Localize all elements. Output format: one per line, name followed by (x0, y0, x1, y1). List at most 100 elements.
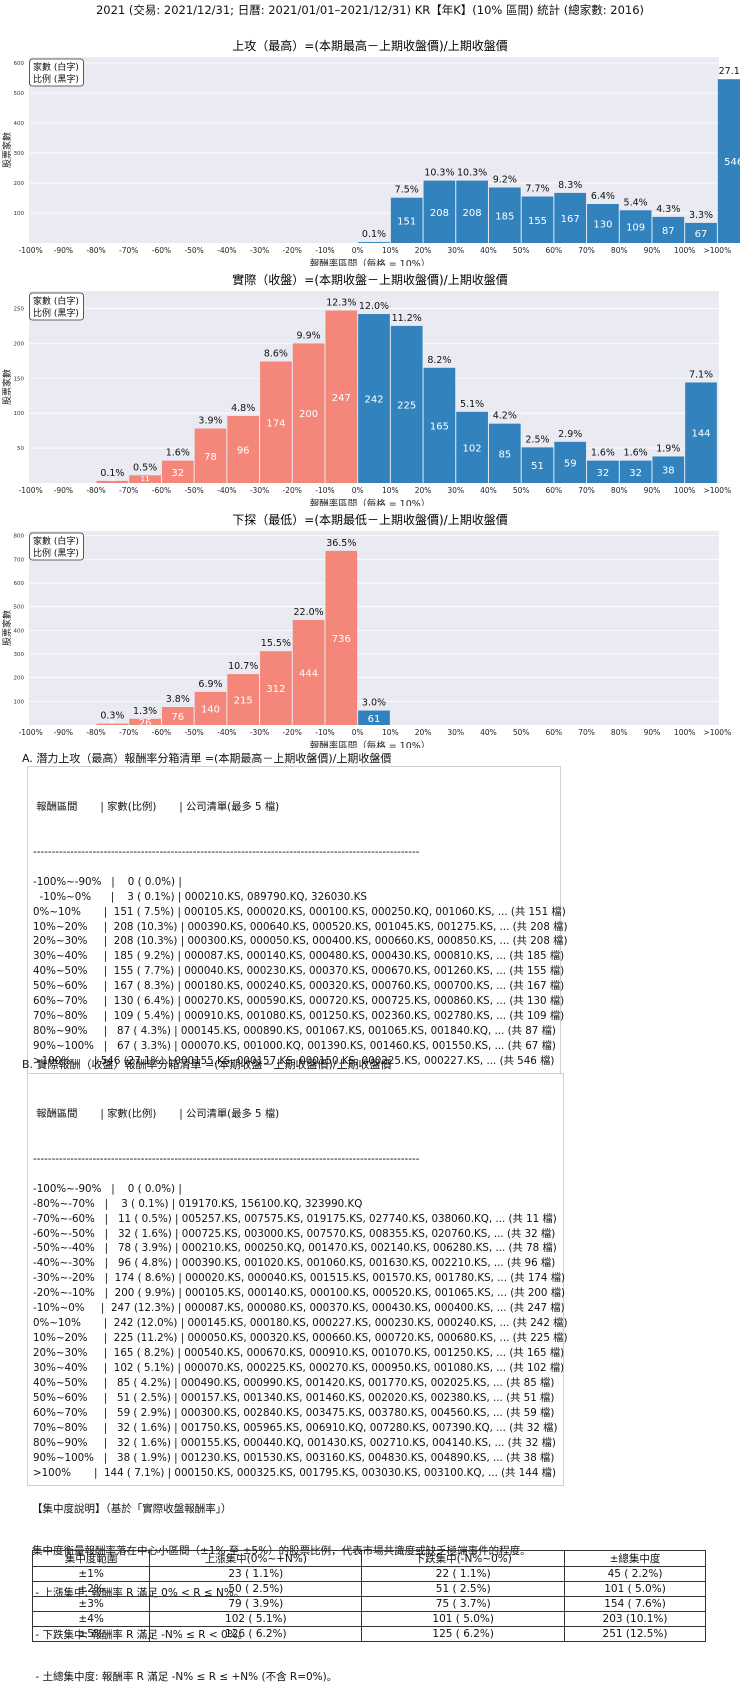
bar-pct-label: 10.3% (424, 168, 454, 179)
chart-close: 實際（收盤）=(本期收盤－上期收盤價)/上期收盤價 50 100 150 200 250 股… (0, 268, 740, 506)
bar-pct-label: 3.0% (362, 698, 386, 709)
table-cell: 23 ( 1.1%) (149, 1566, 363, 1582)
table-row: -60%~-50% | 32 ( 1.6%) | 000725.KS, 0030… (33, 1227, 556, 1240)
table-cell: 101 ( 5.0%) (361, 1611, 566, 1627)
bar (488, 187, 521, 243)
bar-count-label: 242 (364, 395, 383, 406)
bar-count-label: 736 (332, 634, 351, 645)
table-row: 20%~30% | 208 (10.3%) | 000300.KS, 00005… (33, 935, 568, 948)
table-row: ±3% 79 ( 3.9%) 75 ( 3.7%) 154 ( 7.6%) (31, 1596, 706, 1612)
section-a-table: 報酬區間 | 家數(比例) | 公司清單(最多 5 檔) -----------… (27, 766, 568, 1075)
bar-count-label: 32 (171, 468, 184, 479)
y-tick-label: 300 (14, 151, 25, 157)
bar (260, 651, 292, 725)
x-tick-label: -20% (283, 246, 302, 255)
legend-box (29, 58, 84, 87)
table-row: ±2% 50 ( 2.5%) 51 ( 2.5%) 101 ( 5.0%) (31, 1581, 706, 1597)
table-row: 70%~80% | 109 ( 5.4%) | 000910.KS, 00108… (33, 1010, 565, 1023)
x-tick-label: 70% (578, 728, 595, 737)
x-tick-label: -60% (152, 246, 171, 255)
bar-count-label: 67 (695, 229, 708, 240)
bar-count-label: 109 (626, 223, 645, 234)
table-row: -10%~0% | 247 (12.3%) | 000087.KS, 00008… (33, 1302, 565, 1315)
y-tick-label: 300 (14, 652, 25, 658)
bar-count-label: 59 (564, 458, 577, 469)
chart-close-svg: 實際（收盤）=(本期收盤－上期收盤價)/上期收盤價 50 100 150 200 250 股… (1, 272, 731, 506)
x-tick-label: 10% (382, 246, 399, 255)
y-axis-label: 股票家數 (1, 369, 13, 405)
bar-pct-label: 12.3% (326, 298, 356, 309)
bar (685, 222, 717, 243)
x-tick-label: -30% (250, 486, 269, 495)
bar-count-label: 208 (430, 208, 449, 219)
x-axis-label: 報酬率區間（每格 = 10%） (310, 258, 431, 266)
table-row: 50%~60% | 167 ( 8.3%) | 000180.KS, 00024… (33, 980, 565, 993)
x-tick-label: 100% (674, 486, 695, 495)
y-tick-label: 50 (17, 446, 24, 452)
x-tick-label: -80% (86, 728, 105, 737)
x-tick-label: -40% (217, 728, 236, 737)
legend-pct-text: 比例 (黑字) (33, 307, 79, 319)
bar-count-label: 3 (110, 475, 114, 483)
bar-count-label: 546 (724, 157, 740, 168)
bar-count-label: 151 (397, 216, 416, 227)
x-tick-label: 70% (578, 486, 595, 495)
bar (423, 180, 456, 243)
x-tick-label: 0% (352, 728, 364, 737)
bar-count-label: 76 (171, 712, 184, 723)
table-row: 0%~10% | 242 (12.0%) | 000145.KS, 000180… (33, 1317, 568, 1330)
y-tick-label: 250 (14, 306, 25, 312)
y-tick-label: 600 (14, 581, 25, 587)
bar-pct-label: 3.8% (166, 694, 190, 705)
bar-pct-label: 5.1% (460, 399, 484, 410)
report-header: 2021 (交易: 2021/12/31; 日曆: 2021/01/01–202… (95, 3, 645, 17)
bar-pct-label: 3.9% (198, 416, 222, 427)
table-row: ±1% 23 ( 1.1%) 22 ( 1.1%) 45 ( 2.2%) (31, 1566, 706, 1582)
x-tick-label: -40% (217, 246, 236, 255)
bar-count-label: 26 (139, 718, 152, 729)
y-tick-label: 200 (14, 676, 25, 682)
table-cell: 203 (10.1%) (564, 1611, 706, 1627)
table-row: 80%~90% | 87 ( 4.3%) | 000145.KS, 000890… (33, 1025, 556, 1038)
bar-pct-label: 0.1% (362, 229, 386, 240)
bar (96, 723, 129, 725)
bar-pct-label: 9.9% (297, 330, 321, 341)
x-tick-label: 10% (382, 728, 399, 737)
table-row: -20%~-10% | 200 ( 9.9%) | 000105.KS, 000… (33, 1287, 566, 1300)
bar-count-label: 3 (372, 235, 376, 243)
bar-pct-label: 1.3% (133, 706, 157, 717)
bar-pct-label: 2.5% (525, 434, 549, 445)
chart-upside-svg: 上攻（最高）=(本期最高－上期收盤價)/上期收盤價 100 200 300 400 500… (1, 38, 740, 266)
table-row: -100%~-90% | 0 ( 0.0%) | (33, 1182, 182, 1195)
table-header: 報酬區間 | 家數(比例) | 公司清單(最多 5 檔) (33, 800, 280, 813)
bar (521, 447, 554, 483)
x-tick-label: -100% (19, 486, 43, 495)
x-tick-label: -80% (86, 486, 105, 495)
table-header: 報酬區間 | 家數(比例) | 公司清單(最多 5 檔) (33, 1107, 280, 1120)
bar-pct-label: 36.5% (326, 538, 356, 549)
table-row: >100% | 144 ( 7.1%) | 000150.KS, 000325.… (33, 1466, 556, 1479)
table-row: -80%~-70% | 3 ( 0.1%) | 019170.KS, 15610… (33, 1197, 363, 1210)
x-tick-label: 60% (546, 486, 563, 495)
bar (456, 180, 488, 243)
table-row: 40%~50% | 85 ( 4.2%) | 000490.KS, 000990… (33, 1377, 555, 1390)
table-row: 50%~60% | 51 ( 2.5%) | 000157.KS, 001340… (33, 1392, 555, 1405)
table-cell: ±2% (31, 1581, 151, 1597)
bar (227, 415, 260, 483)
x-tick-label: >100% (703, 246, 731, 255)
bar-pct-label: 27.1% (719, 66, 740, 77)
x-tick-label: -60% (152, 486, 171, 495)
x-tick-label: 40% (480, 728, 497, 737)
x-tick-label: 80% (611, 486, 628, 495)
x-tick-label: -50% (184, 728, 203, 737)
bar-count-label: 165 (430, 421, 449, 432)
x-axis-label: 報酬率區間（每格 = 10%） (310, 498, 431, 506)
bar (161, 707, 194, 725)
y-tick-label: 500 (14, 605, 25, 611)
table-row: -10%~0% | 3 ( 0.1%) | 000210.KS, 089790.… (33, 890, 367, 903)
legend: 家數 (白字)比例 (黑字) (29, 58, 84, 87)
x-tick-label: >100% (703, 728, 731, 737)
bar-pct-label: 1.6% (591, 448, 615, 459)
bar-count-label: 38 (662, 466, 675, 477)
table-row: ±5% 126 ( 6.2%) 125 ( 6.2%) 251 (12.5%) (31, 1626, 706, 1642)
